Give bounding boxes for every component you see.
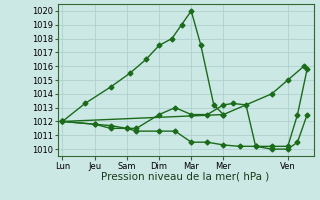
X-axis label: Pression niveau de la mer( hPa ): Pression niveau de la mer( hPa ) xyxy=(101,172,270,182)
